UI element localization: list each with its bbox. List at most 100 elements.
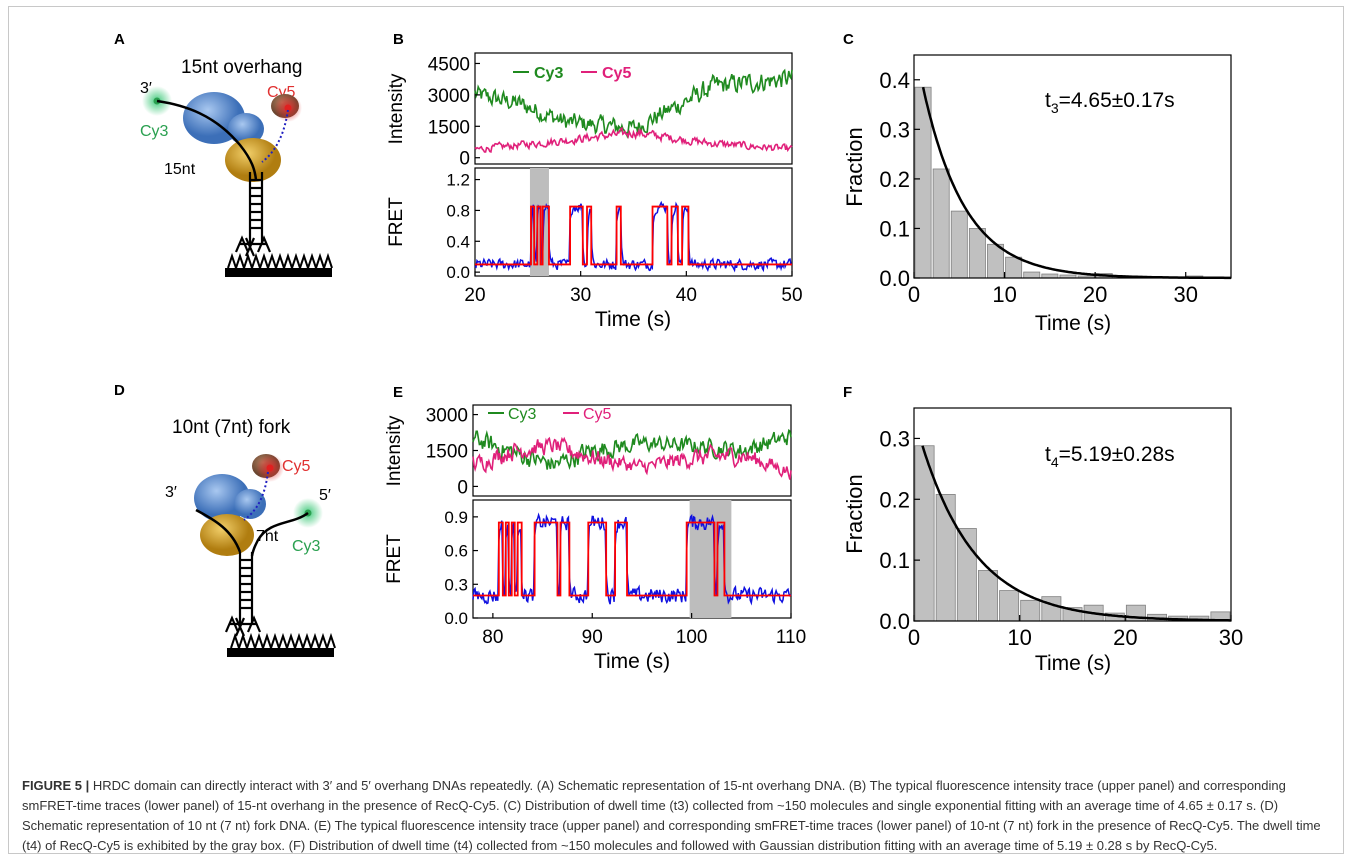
chart-f-annot-value: =5.19±0.28s xyxy=(1059,443,1175,466)
linker-dotted-d xyxy=(243,471,269,521)
chart-b-legend-cy5: Cy5 xyxy=(602,65,631,82)
b-xtick-label: 50 xyxy=(781,285,802,306)
chart-f-xlabel: Time (s) xyxy=(1035,652,1111,675)
f-xtick-label: 30 xyxy=(1219,625,1243,650)
chart-c-annot-sub: 3 xyxy=(1051,100,1059,116)
b-fret-ytick-label: 0.8 xyxy=(446,201,470,220)
chart-b-intensity-yticks: 0 1500 3000 4500 xyxy=(428,54,480,170)
schematic-d: 10nt (7nt) fork Cy5 3′ 5′ Cy3 7nt xyxy=(165,417,336,657)
protein-helicase-lobe xyxy=(228,113,264,145)
e-fret-ytick-label: 0.9 xyxy=(444,508,468,527)
schematic-a: 15nt overhang 3′ Cy3 Cy5 15nt xyxy=(140,57,333,277)
b-fret-trace xyxy=(474,200,793,273)
f-bar xyxy=(935,494,956,622)
chart-b-fret-series xyxy=(474,200,793,273)
e-fret-ytick-label: 0.3 xyxy=(444,575,468,594)
chart-c-xticks: 0 10 20 30 xyxy=(908,272,1198,307)
schematic-d-len: 7nt xyxy=(256,528,279,545)
schematic-d-3prime: 3′ xyxy=(165,484,177,501)
chart-e-fret-yticks: 0.0 0.3 0.6 0.9 xyxy=(444,508,478,628)
c-ytick-label: 0.3 xyxy=(879,117,910,142)
c-xtick-label: 20 xyxy=(1083,282,1107,307)
chart-e-intensity-ylabel: Intensity xyxy=(384,415,405,486)
chart-b-top-frame xyxy=(474,52,793,165)
chart-f-annot-sub: 4 xyxy=(1051,454,1059,470)
b-series-cy5 xyxy=(474,126,793,153)
b-fret-ytick-label: 0.0 xyxy=(446,263,470,282)
f-xtick-label: 20 xyxy=(1113,625,1137,650)
e-fret-trace xyxy=(472,512,792,606)
schematic-d-5prime: 5′ xyxy=(319,487,331,504)
schematic-a-cy3: Cy3 xyxy=(140,123,169,140)
f-bar xyxy=(999,590,1020,622)
b-ytick-label: 4500 xyxy=(428,54,470,75)
chart-c: 0.0 0.1 0.2 0.3 0.4 0 10 20 30 Fraction Time (s… xyxy=(842,54,1232,335)
protein-hrdc-domain-d xyxy=(200,514,254,556)
chart-e-intensity-series xyxy=(472,428,792,480)
panel-letter-f: F xyxy=(843,384,852,401)
chart-c-annot-t: t xyxy=(1045,89,1051,112)
c-bar xyxy=(1023,271,1041,279)
chart-c-frame xyxy=(913,54,1232,279)
chart-f-frame xyxy=(913,407,1232,622)
b-series-cy3 xyxy=(474,68,793,140)
c-ytick-label: 0.0 xyxy=(879,266,910,291)
chart-b-intensity-ylabel: Intensity xyxy=(386,73,407,144)
chart-e-bottom-frame xyxy=(472,499,792,619)
e-xtick-label: 80 xyxy=(482,627,503,648)
e-series-cy5 xyxy=(472,436,792,480)
e-fret-fit xyxy=(473,521,791,597)
c-xtick-label: 30 xyxy=(1173,282,1197,307)
protein-hrdc-domain xyxy=(225,138,281,182)
dna-ladder-a xyxy=(234,172,272,257)
chart-f-annot-t: t xyxy=(1045,443,1051,466)
chart-c-yticks: 0.0 0.1 0.2 0.3 0.4 xyxy=(879,68,920,291)
caption-text: HRDC domain can directly interact with 3… xyxy=(22,778,1321,853)
chart-f-fit-curve xyxy=(921,445,1231,622)
chart-b: 0 1500 3000 4500 0.0 0.4 0.8 1.2 20 30 40 50 Inte… xyxy=(386,52,803,331)
chart-b-fret-ylabel: FRET xyxy=(386,197,407,247)
e-xtick-label: 100 xyxy=(676,627,708,648)
schematic-a-3prime: 3′ xyxy=(140,80,152,97)
figure-caption: FIGURE 5 | HRDC domain can directly inte… xyxy=(22,776,1332,856)
chart-f-bars xyxy=(914,445,1231,622)
b-fret-ytick-label: 0.4 xyxy=(446,232,470,251)
e-ytick-label: 3000 xyxy=(426,406,468,427)
caption-head: FIGURE 5 | xyxy=(22,778,90,793)
chart-e-legend-cy3: Cy3 xyxy=(508,406,537,423)
f-ytick-label: 0.3 xyxy=(879,426,910,451)
panel-letter-d: D xyxy=(114,382,125,399)
b-ytick-label: 1500 xyxy=(428,117,470,138)
protein-helicase-lobe-d xyxy=(234,489,266,519)
chart-e-intensity-yticks: 0 1500 3000 xyxy=(426,406,478,498)
surface-d xyxy=(227,648,334,657)
chart-f-annotation: t4=5.19±0.28s xyxy=(1045,443,1175,470)
e-fret-ytick-label: 0.6 xyxy=(444,542,468,561)
chart-c-annot-value: =4.65±0.17s xyxy=(1059,89,1175,112)
schematic-a-title: 15nt overhang xyxy=(181,57,303,78)
surface-tethers-a xyxy=(227,252,333,272)
e-xtick-label: 90 xyxy=(582,627,603,648)
panel-letter-b: B xyxy=(393,31,404,48)
e-fret-ytick-label: 0.0 xyxy=(444,609,468,628)
chart-b-xticks: 20 30 40 50 xyxy=(464,271,803,306)
dna-overhang-strand xyxy=(156,99,258,181)
e-ytick-label: 0 xyxy=(457,477,468,498)
dna-fork-strand-5 xyxy=(250,511,309,557)
chart-f-xticks: 0 10 20 30 xyxy=(908,615,1243,650)
chart-b-bottom-frame xyxy=(474,167,793,277)
chart-b-legend-cy3: Cy3 xyxy=(534,65,563,82)
chart-b-fret-yticks: 0.0 0.4 0.8 1.2 xyxy=(446,171,480,282)
chart-e-fret-series xyxy=(472,512,792,606)
schematic-d-cy3: Cy3 xyxy=(292,538,321,555)
chart-c-xlabel: Time (s) xyxy=(1035,312,1111,335)
chart-f-ylabel: Fraction xyxy=(842,474,867,553)
c-bar xyxy=(932,168,950,279)
b-xtick-label: 20 xyxy=(464,285,485,306)
f-xtick-label: 10 xyxy=(1007,625,1031,650)
e-ytick-label: 1500 xyxy=(426,442,468,463)
chart-b-xlabel: Time (s) xyxy=(595,308,671,331)
figure-frame xyxy=(8,6,1344,854)
b-xtick-label: 40 xyxy=(676,285,697,306)
